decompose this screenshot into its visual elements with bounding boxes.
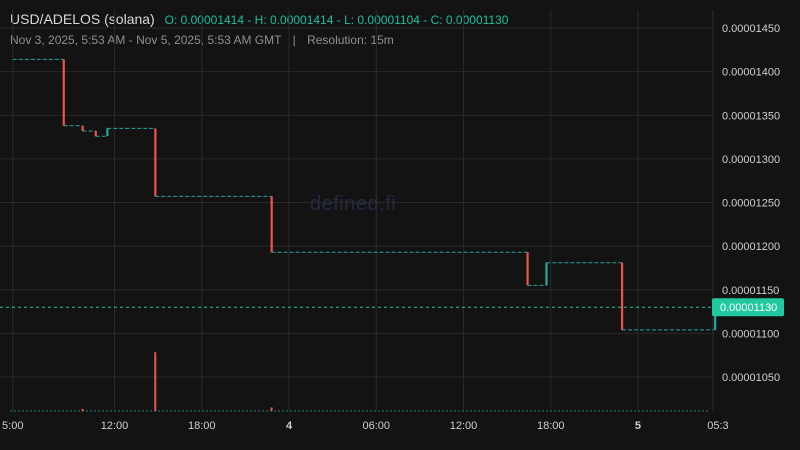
chart-legend: USD/ADELOS (solana) O: 0.00001414 - H: 0… [10, 11, 508, 27]
x-tick-label: 18:00 [537, 420, 565, 432]
price-axis[interactable]: 0.00001050 0.00001100 0.00001150 0.00001200… [722, 23, 780, 384]
y-tick-label: 0.00001350 [722, 110, 780, 122]
y-tick-label: 0.00001050 [722, 372, 780, 384]
x-tick-label: 18:00 [188, 420, 216, 432]
volume-bar [270, 407, 273, 411]
y-tick-label: 0.00001450 [722, 23, 780, 35]
x-tick-label: 4 [286, 420, 293, 432]
resolution: Resolution: 15m [307, 33, 394, 47]
candle-body [81, 125, 84, 131]
candle-body [620, 262, 624, 330]
candle-body [714, 307, 717, 330]
y-tick-label: 0.00001250 [722, 198, 780, 210]
volume-bar [81, 408, 84, 411]
last-price-label: 0.00001130 [720, 302, 777, 314]
chart-info: Nov 3, 2025, 5:53 AM - Nov 5, 2025, 5:53… [10, 33, 394, 47]
pair-name: USD/ADELOS (solana) [10, 11, 155, 27]
y-tick-label: 0.00001150 [722, 285, 779, 297]
x-tick-label: 06:00 [362, 420, 390, 432]
y-tick-label: 0.00001100 [722, 328, 779, 340]
candle-body [270, 196, 273, 253]
x-tick-label: 5 [635, 420, 641, 432]
candle-body [154, 128, 157, 197]
volume-bar [154, 352, 157, 411]
ohlc-values: O: 0.00001414 - H: 0.00001414 - L: 0.000… [164, 13, 509, 27]
watermark: defined.fi [310, 193, 397, 215]
last-price-tag: 0.00001130 [712, 298, 784, 317]
separator: | [292, 33, 296, 47]
date-range: Nov 3, 2025, 5:53 AM - Nov 5, 2025, 5:53… [10, 33, 282, 47]
grid-lines [0, 10, 713, 411]
y-tick-label: 0.00001400 [722, 67, 780, 79]
x-tick-label: 05:3 [707, 420, 728, 432]
y-tick-label: 0.00001200 [722, 241, 780, 253]
x-tick-label: 12:00 [101, 420, 129, 432]
time-axis[interactable]: 5:00 12:00 18:00 4 06:00 12:00 18:00 5 05:3 [2, 420, 729, 432]
candle-body [106, 128, 109, 137]
candle-body [526, 252, 529, 286]
volume-bars [10, 352, 709, 412]
y-tick-label: 0.00001300 [722, 154, 780, 166]
candle-series [12, 58, 718, 331]
x-tick-label: 12:00 [450, 420, 478, 432]
candle-body [94, 130, 97, 137]
candle-body [545, 262, 548, 286]
candle-body [62, 59, 65, 126]
x-tick-label: 5:00 [2, 420, 23, 432]
